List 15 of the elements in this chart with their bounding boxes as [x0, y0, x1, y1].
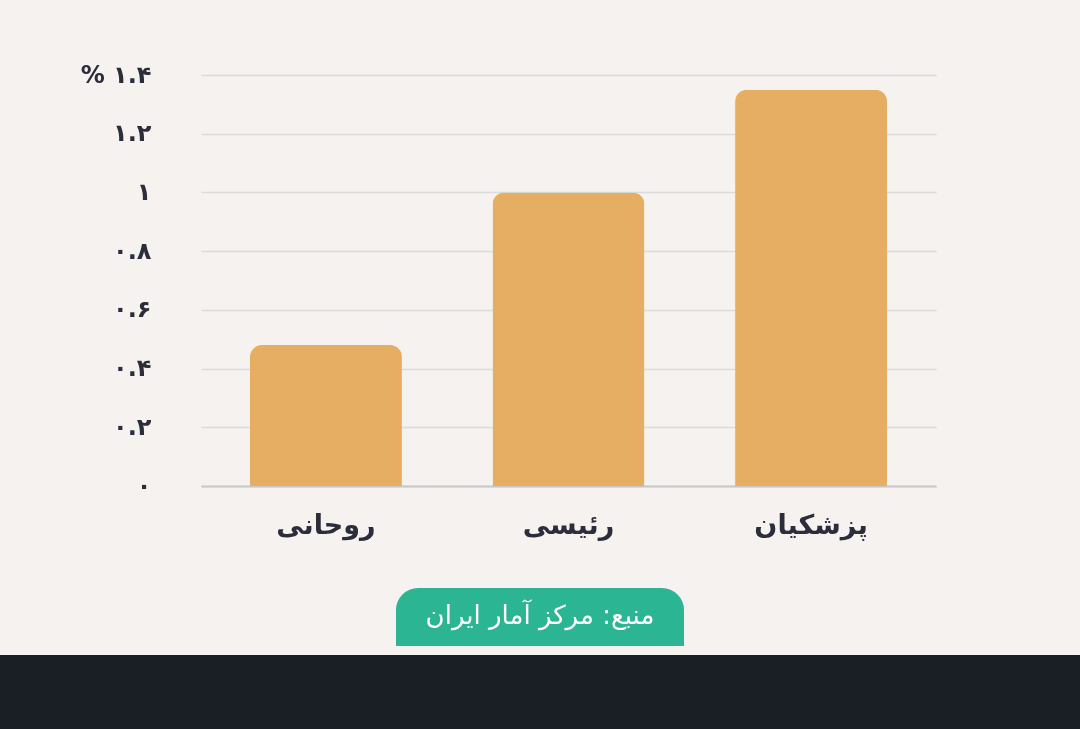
y-tick-label: ۰.۲	[113, 412, 152, 441]
y-tick-label: ۰.۶	[113, 295, 152, 324]
text: منبع: مرکز آمار ایران	[395, 588, 685, 646]
x-tick-label: روحانی	[276, 509, 376, 541]
y-tick-label: ۰	[136, 471, 152, 500]
x-tick-label: رئیسی	[522, 509, 615, 541]
y-tick-label: ۱.۲	[113, 119, 152, 148]
bar	[735, 89, 888, 486]
y-tick-label: ۰.۸	[113, 236, 152, 265]
bar	[492, 192, 645, 486]
y-tick-label: % ۱.۴	[80, 60, 152, 89]
x-tick-label: پزشکیان	[754, 509, 868, 541]
y-tick-label: ۱	[136, 177, 152, 206]
bar	[249, 345, 402, 486]
y-tick-label: ۰.۴	[113, 354, 152, 383]
